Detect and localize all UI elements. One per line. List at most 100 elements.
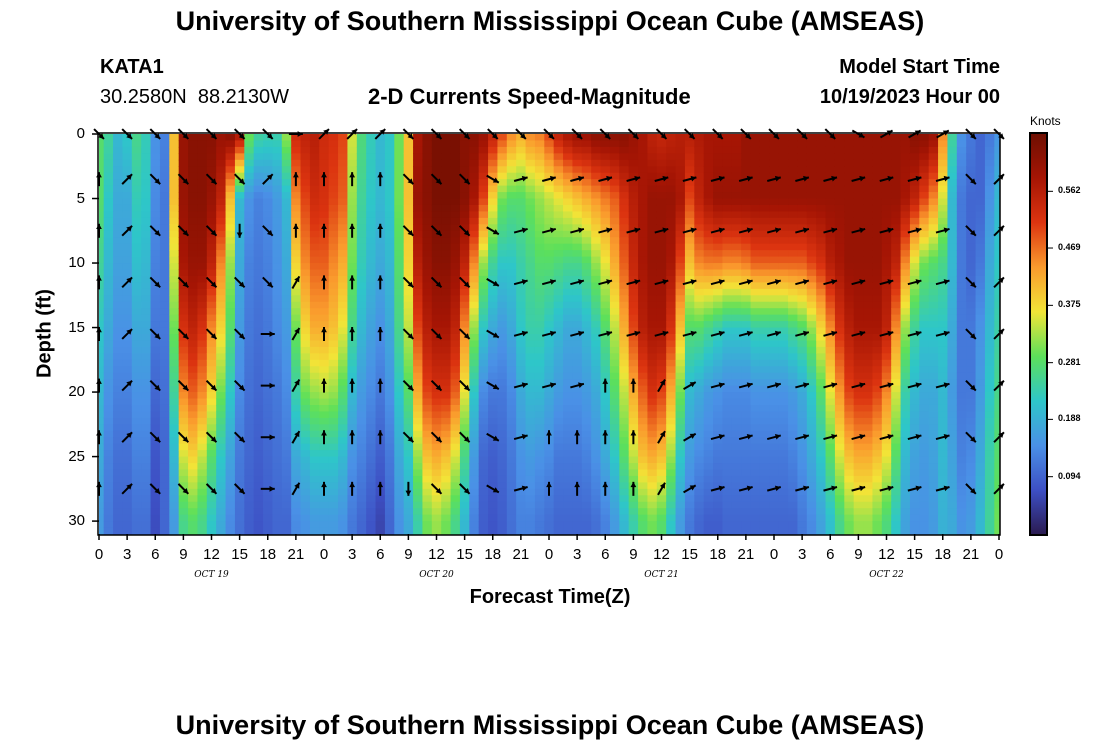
heatmap-cell — [263, 204, 274, 213]
heatmap-cell — [197, 463, 208, 471]
heatmap-cell — [563, 385, 574, 393]
heatmap-cell — [816, 424, 827, 432]
heatmap-cell — [450, 392, 461, 400]
heatmap-cell — [713, 379, 724, 387]
heatmap-cell — [553, 321, 564, 329]
heatmap-cell — [459, 514, 470, 522]
heatmap-cell — [281, 308, 292, 316]
heatmap-cell — [488, 359, 499, 367]
heatmap-cell — [178, 475, 189, 483]
heatmap-cell — [816, 469, 827, 477]
heatmap-cell — [263, 159, 274, 167]
heatmap-cell — [272, 140, 283, 148]
heatmap-cell — [741, 275, 752, 283]
heatmap-cell — [459, 159, 470, 167]
heatmap-cell — [788, 334, 799, 342]
heatmap-cell — [750, 366, 761, 374]
heatmap-cell — [834, 475, 845, 483]
heatmap-cell — [675, 417, 686, 425]
heatmap-cell — [525, 321, 536, 329]
heatmap-cell — [741, 140, 752, 148]
heatmap-cell — [638, 282, 649, 290]
heatmap-cell — [619, 134, 630, 142]
heatmap-cell — [553, 134, 564, 142]
heatmap-cell — [591, 463, 602, 471]
heatmap-cell — [675, 488, 686, 496]
heatmap-cell — [394, 334, 405, 342]
heatmap-cell — [272, 250, 283, 258]
heatmap-cell — [609, 437, 620, 445]
heatmap-cell — [516, 211, 527, 219]
heatmap-cell — [197, 134, 208, 142]
heatmap-cell — [834, 217, 845, 225]
heatmap-cell — [159, 392, 170, 400]
heatmap-cell — [563, 424, 574, 432]
heatmap-cell — [384, 295, 395, 303]
heatmap-cell — [263, 437, 274, 445]
heatmap-cell — [431, 301, 442, 309]
heatmap-cell — [122, 198, 133, 206]
heatmap-cell — [244, 321, 255, 329]
heatmap-cell — [525, 417, 536, 425]
heatmap-cell — [225, 185, 236, 193]
heatmap-cell — [319, 456, 330, 464]
heatmap-cell — [99, 301, 105, 309]
heatmap-cell — [638, 224, 649, 232]
heatmap-cell — [713, 185, 724, 193]
heatmap-cell — [197, 437, 208, 445]
heatmap-cell — [225, 475, 236, 483]
heatmap-cell — [103, 204, 114, 213]
heatmap-cell — [347, 340, 358, 348]
heatmap-cell — [478, 521, 489, 529]
heatmap-cell — [488, 295, 499, 303]
heatmap-cell — [347, 392, 358, 400]
heatmap-cell — [600, 288, 611, 296]
heatmap-cell — [431, 366, 442, 374]
heatmap-cell — [263, 256, 274, 264]
heatmap-cell — [384, 346, 395, 354]
heatmap-cell — [347, 450, 358, 458]
heatmap-cell — [572, 159, 583, 167]
heatmap-cell — [99, 140, 105, 148]
heatmap-cell — [797, 321, 808, 329]
heatmap-cell — [169, 437, 180, 445]
heatmap-cell — [244, 488, 255, 496]
heatmap-cell — [347, 256, 358, 264]
heatmap-cell — [103, 224, 114, 232]
heatmap-cell — [309, 450, 320, 458]
heatmap-cell — [216, 237, 227, 245]
heatmap-cell — [759, 340, 770, 348]
heatmap-cell — [834, 482, 845, 490]
heatmap-cell — [834, 185, 845, 193]
heatmap-cell — [544, 192, 555, 200]
heatmap-cell — [581, 230, 592, 238]
heatmap-cell — [281, 437, 292, 445]
heatmap-cell — [769, 243, 780, 251]
heatmap-cell — [722, 237, 733, 245]
heatmap-cell — [122, 437, 133, 445]
heatmap-cell — [694, 275, 705, 283]
heatmap-cell — [188, 301, 199, 309]
heatmap-cell — [234, 192, 245, 200]
heatmap-cell — [244, 198, 255, 206]
heatmap-cell — [516, 404, 527, 413]
heatmap-cell — [225, 192, 236, 200]
heatmap-cell — [713, 282, 724, 290]
heatmap-cell — [291, 340, 302, 348]
heatmap-cell — [338, 211, 349, 219]
heatmap-cell — [441, 475, 452, 483]
heatmap-cell — [638, 463, 649, 471]
heatmap-cell — [300, 424, 311, 432]
heatmap-cell — [600, 185, 611, 193]
heatmap-cell — [169, 521, 180, 529]
heatmap-cell — [553, 372, 564, 380]
heatmap-cell — [272, 314, 283, 322]
heatmap-cell — [825, 495, 836, 503]
heatmap-cell — [244, 359, 255, 367]
heatmap-cell — [300, 321, 311, 329]
heatmap-cell — [834, 282, 845, 290]
heatmap-cell — [788, 288, 799, 296]
heatmap-cell — [609, 146, 620, 154]
heatmap-cell — [600, 140, 611, 148]
heatmap-cell — [806, 521, 817, 529]
